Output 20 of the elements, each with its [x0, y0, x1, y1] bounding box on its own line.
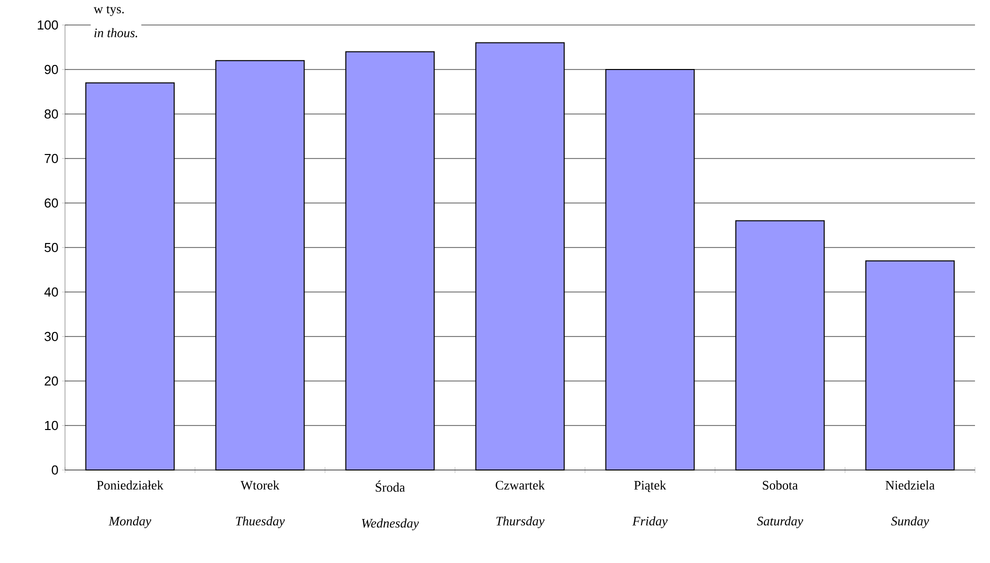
category-label: Sobota Saturday	[757, 480, 804, 528]
y-tick-label: 40	[44, 287, 58, 297]
y-tick-label: 60	[44, 198, 58, 208]
y-tick-label: 10	[45, 420, 58, 430]
y-axis-title: w tys.	[94, 6, 124, 16]
category-label: Niedziela Sunday	[886, 480, 935, 528]
category-label: Poniedziałek Monday	[96, 480, 164, 528]
y-tick-label: 0	[52, 465, 58, 475]
y-tick-label: 70	[44, 154, 58, 164]
category-label: Piątek Friday	[632, 480, 668, 528]
category-label: Czwartek Thursday	[496, 480, 545, 528]
y-tick-label: 80	[44, 109, 58, 119]
y-tick-label: 50	[44, 242, 58, 252]
y-tick-label: 100	[38, 20, 58, 30]
y-tick-label: 90	[44, 64, 58, 74]
annotation: in thous.	[94, 28, 138, 38]
y-tick-label: 30	[44, 332, 58, 342]
category-label: Wtorek Thuesday	[236, 480, 285, 528]
y-tick-label: 20	[44, 376, 58, 386]
category-label: Środa Wednesday	[362, 480, 419, 530]
